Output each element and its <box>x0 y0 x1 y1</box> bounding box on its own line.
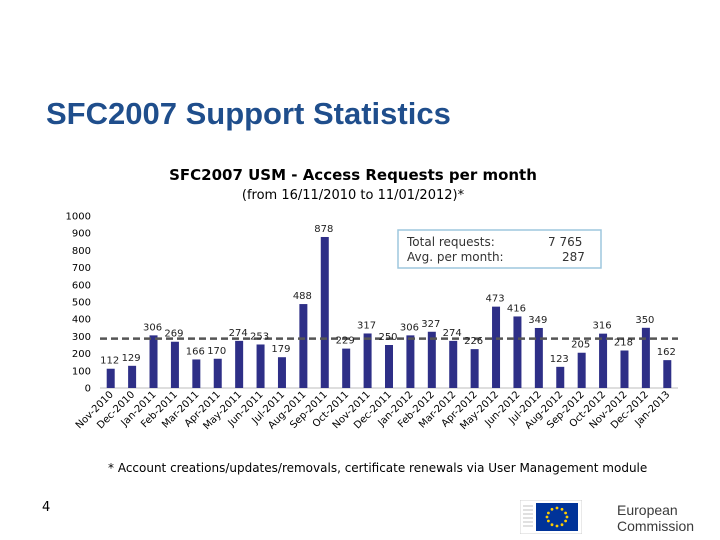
bar <box>427 331 436 388</box>
footnote: * Account creations/updates/removals, ce… <box>108 461 648 475</box>
bar-value-label: 166 <box>186 346 205 357</box>
y-tick-label: 100 <box>72 366 91 377</box>
y-axis-labels: 0 100 200 300 400 500 600 700 800 900 1000 <box>66 212 91 395</box>
bar <box>556 366 565 388</box>
slide-title: SFC2007 Support Statistics <box>46 96 451 131</box>
bar-value-label: 250 <box>378 332 397 343</box>
bar <box>534 327 543 388</box>
bar-value-label: 316 <box>593 321 612 332</box>
bar <box>106 368 115 388</box>
y-tick-label: 0 <box>85 384 91 395</box>
bar-value-label: 306 <box>400 322 419 333</box>
bar <box>170 341 179 388</box>
bar-value-label: 416 <box>507 303 526 314</box>
bar-value-label: 317 <box>357 320 376 331</box>
y-tick-label: 500 <box>72 298 91 309</box>
bar-value-label: 473 <box>485 294 504 305</box>
y-tick-label: 200 <box>72 349 91 360</box>
chart-subtitle: (from 16/11/2010 to 11/01/2012)* <box>242 188 465 203</box>
bar <box>235 340 244 388</box>
logo-text-line1: European <box>617 502 678 518</box>
bar <box>385 345 393 388</box>
bar <box>663 360 672 388</box>
bar <box>406 335 415 388</box>
bar-value-label: 162 <box>657 347 676 358</box>
y-tick-label: 800 <box>72 246 91 257</box>
total-requests-label: Total requests: <box>406 235 495 249</box>
bar-value-label: 253 <box>250 331 269 342</box>
european-commission-logo <box>520 500 700 534</box>
bar-value-label: 129 <box>122 353 141 364</box>
bar <box>363 333 372 388</box>
y-tick-label: 1000 <box>66 212 91 223</box>
avg-per-month-value: 287 <box>562 250 585 264</box>
bar-value-label: 349 <box>528 315 547 326</box>
bar-value-label: 226 <box>464 336 483 347</box>
bar-value-label: 218 <box>614 338 633 349</box>
bar-value-label: 179 <box>271 344 290 355</box>
bar-value-label: 112 <box>100 356 119 367</box>
bar-value-label: 327 <box>421 319 440 330</box>
eu-flag-icon <box>520 500 582 534</box>
stats-box-frame <box>397 229 602 269</box>
y-tick-label: 900 <box>72 229 91 240</box>
logo-text-line2: Commission <box>617 518 695 534</box>
bar <box>641 327 650 388</box>
avg-per-month-label: Avg. per month: <box>407 250 504 264</box>
bars <box>106 236 672 388</box>
bar-value-label: 170 <box>207 346 226 357</box>
bar <box>192 359 201 388</box>
bar-value-label: 350 <box>635 315 654 326</box>
bar-value-label: 306 <box>143 322 162 333</box>
bar <box>213 358 222 388</box>
bar <box>342 348 351 388</box>
total-requests-value: 7 765 <box>548 235 582 249</box>
bar-value-label: 488 <box>293 291 312 302</box>
chart-title: SFC2007 USM - Access Requests per month <box>169 166 537 184</box>
bar <box>470 349 479 388</box>
bar <box>492 306 501 388</box>
bar-value-label: 274 <box>443 328 462 339</box>
bar <box>320 236 329 388</box>
bar <box>256 344 265 388</box>
bar <box>299 304 308 388</box>
bar-value-label: 878 <box>314 224 333 235</box>
bar <box>513 316 522 388</box>
bar-value-label: 274 <box>229 328 248 339</box>
y-tick-label: 700 <box>72 263 91 274</box>
bar <box>577 352 586 388</box>
bar <box>149 335 158 388</box>
bar-value-label: 205 <box>571 340 590 351</box>
y-tick-label: 600 <box>72 280 91 291</box>
bar <box>449 340 458 388</box>
stats-box: Total requests: 7 765 Avg. per month: 28… <box>397 229 602 269</box>
y-tick-label: 300 <box>72 332 91 343</box>
bar <box>128 365 137 388</box>
y-tick-label: 400 <box>72 315 91 326</box>
bar-value-label: 123 <box>550 354 569 365</box>
x-axis-labels: Nov-2010Dec-2010Jan-2011Feb-2011Mar-2011… <box>74 389 673 432</box>
bar-value-label: 229 <box>336 336 355 347</box>
page-number: 4 <box>42 500 51 515</box>
bar <box>277 357 286 388</box>
bar <box>599 333 608 388</box>
bar <box>620 350 629 388</box>
bar-value-label: 269 <box>164 329 183 340</box>
